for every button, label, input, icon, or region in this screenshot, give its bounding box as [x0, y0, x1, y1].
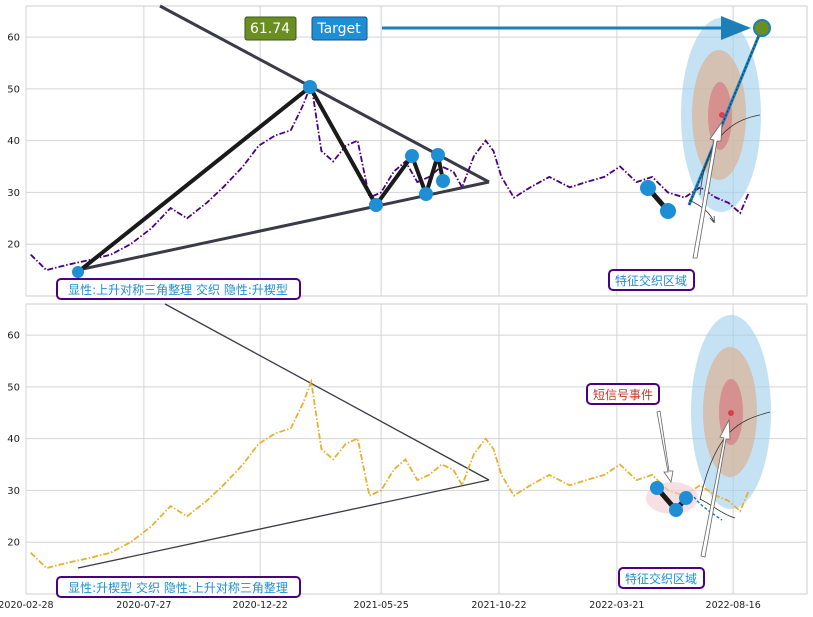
y-tick-label: 50 [7, 84, 20, 95]
x-tick-label: 2021-10-22 [471, 600, 526, 611]
bottom-trendlines [77, 303, 490, 569]
y-tick-label: 40 [7, 136, 20, 147]
svg-text:短信号事件: 短信号事件 [593, 388, 653, 402]
top-price-series [30, 80, 750, 272]
axis-ticks: 20 30 40 50 60 20 30 40 50 60 2020-02-28 2020-07-27… [0, 33, 761, 611]
y-tick-label: 40 [7, 434, 20, 445]
y-tick-label: 50 [7, 382, 20, 393]
bottom-panel-frame [25, 303, 808, 595]
y-tick-label: 20 [7, 538, 20, 549]
pattern-point [436, 174, 450, 188]
y-tick-label: 30 [7, 188, 20, 199]
bottom-feature-zone [691, 315, 771, 509]
short-signal-label: 短信号事件 [586, 383, 660, 405]
bottom-price-series [30, 378, 750, 570]
bottom-zone-label: 特征交织区域 [618, 567, 705, 589]
target-projection [382, 16, 771, 222]
pattern-point [419, 187, 433, 201]
bottom-pattern-label: 显性:升楔型 交织 隐性:上升对称三角整理 [56, 576, 301, 598]
top-feature-zone [681, 18, 761, 212]
y-tick-label: 20 [7, 240, 20, 251]
x-tick-label: 2020-12-22 [233, 600, 288, 611]
svg-text:特征交织区域: 特征交织区域 [625, 571, 697, 586]
bottom-signal-points [646, 411, 771, 521]
svg-text:特征交织区域: 特征交织区域 [615, 273, 687, 288]
top-pattern-label: 显性:上升对称三角整理 交织 隐性:升楔型 [56, 278, 301, 300]
top-zone-label: 特征交织区域 [608, 269, 695, 291]
pattern-point [72, 266, 84, 278]
x-tick-label: 2020-02-28 [0, 600, 54, 611]
svg-text:显性:上升对称三角整理 交织 隐性:升楔型: 显性:上升对称三角整理 交织 隐性:升楔型 [68, 282, 288, 297]
x-tick-label: 2022-08-16 [706, 600, 761, 611]
pattern-point [369, 198, 383, 212]
target-value-badge: 61.74 [244, 16, 297, 41]
y-tick-label: 60 [7, 33, 20, 44]
target-point [753, 19, 771, 37]
svg-text:61.74: 61.74 [250, 21, 290, 37]
x-tick-label: 2022-03-21 [589, 600, 644, 611]
x-tick-label: 2021-05-25 [354, 600, 409, 611]
target-label-badge: Target [311, 16, 368, 41]
svg-text:Target: Target [316, 21, 361, 37]
y-tick-label: 30 [7, 486, 20, 497]
top-pattern-zigzag [72, 80, 450, 278]
zone-arrows [656, 120, 731, 558]
x-tick-label: 2020-07-27 [116, 600, 171, 611]
pattern-point [303, 80, 317, 94]
top-signal-points [640, 180, 676, 219]
pattern-point [431, 148, 445, 162]
y-tick-label: 60 [7, 331, 20, 342]
svg-text:显性:升楔型 交织 隐性:上升对称三角整理: 显性:升楔型 交织 隐性:上升对称三角整理 [68, 580, 288, 595]
pattern-point [405, 149, 419, 163]
top-grid [25, 6, 807, 296]
